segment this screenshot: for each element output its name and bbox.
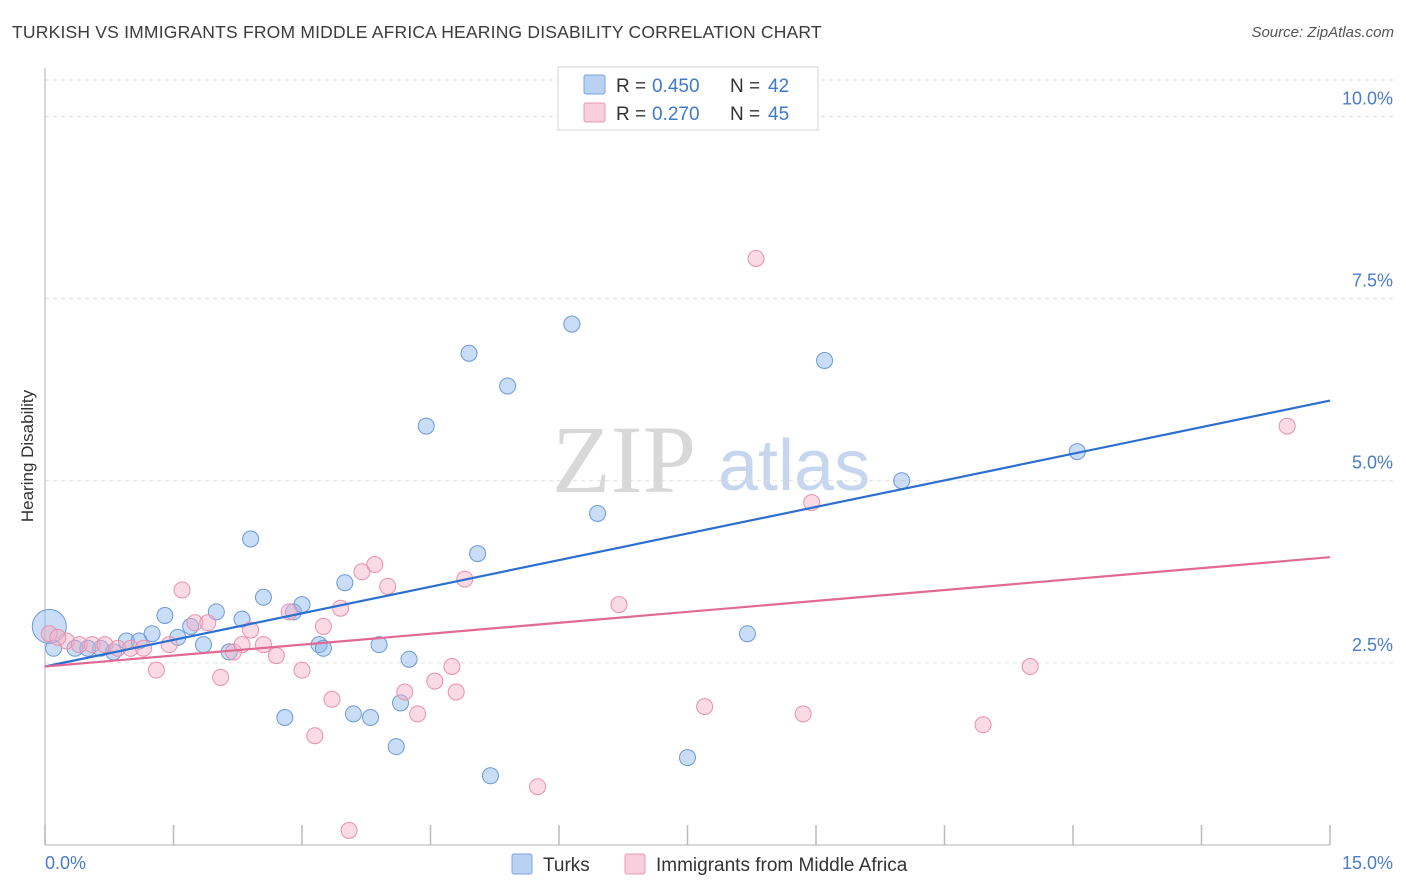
- point-middle-africa: [57, 632, 75, 650]
- point-middle-africa: [396, 683, 414, 701]
- y-tick-label: 7.5%: [1352, 271, 1393, 291]
- bottom-legend-label-turks: Turks: [543, 855, 590, 876]
- x-tick-label-max: 15.0%: [1342, 853, 1393, 873]
- point-turks: [392, 694, 410, 712]
- stats-legend: R = 0.450 N = 42 R = 0.270 N = 45: [557, 66, 819, 131]
- point-turks: [738, 625, 756, 643]
- point-turks: [344, 705, 362, 723]
- watermark-atlas: atlas: [718, 426, 870, 506]
- point-turks: [417, 417, 435, 435]
- point-middle-africa: [340, 821, 358, 839]
- chart-title: TURKISH VS IMMIGRANTS FROM MIDDLE AFRICA…: [12, 22, 822, 42]
- point-middle-africa: [314, 617, 332, 635]
- point-middle-africa: [173, 581, 191, 599]
- point-middle-africa: [83, 636, 101, 654]
- point-middle-africa: [443, 658, 461, 675]
- point-middle-africa: [794, 705, 812, 723]
- point-turks: [254, 588, 272, 606]
- y-tick-label: 5.0%: [1352, 453, 1393, 473]
- y-axis-title: Hearing Disability: [18, 389, 37, 522]
- point-middle-africa: [426, 672, 444, 690]
- legend-n-label-1: N =: [730, 76, 760, 97]
- trend-line-turks: [44, 399, 1331, 668]
- point-turks: [893, 472, 911, 490]
- point-turks: [362, 709, 380, 726]
- point-turks: [143, 625, 161, 643]
- legend-r-value-2: 0.270: [652, 104, 700, 125]
- y-tick-label: 2.5%: [1352, 635, 1393, 655]
- legend-n-value-1: 42: [768, 76, 789, 97]
- point-middle-africa: [40, 625, 58, 643]
- point-middle-africa: [267, 647, 285, 665]
- point-middle-africa: [332, 599, 350, 617]
- legend-r-value-1: 0.450: [652, 76, 700, 97]
- point-turks: [679, 749, 696, 767]
- legend-n-label-2: N =: [730, 104, 760, 125]
- point-middle-africa: [49, 628, 67, 646]
- point-middle-africa: [747, 250, 765, 267]
- point-turks: [589, 505, 607, 522]
- legend-swatch-turks: [583, 74, 606, 95]
- point-middle-africa: [254, 636, 272, 654]
- point-middle-africa: [696, 698, 714, 716]
- point-middle-africa: [199, 614, 217, 632]
- point-turks: [460, 344, 478, 362]
- legend-n-value-2: 45: [768, 104, 789, 125]
- source-credit: Source: ZipAtlas.com: [1251, 24, 1394, 41]
- point-turks: [400, 650, 418, 668]
- point-middle-africa: [70, 636, 88, 654]
- x-tick-label-min: 0.0%: [45, 853, 86, 873]
- legend-swatch-middle-africa: [583, 102, 606, 123]
- point-middle-africa: [96, 636, 114, 654]
- bottom-legend-label-middle-africa: Immigrants from Middle Africa: [656, 855, 908, 876]
- point-middle-africa: [242, 621, 260, 639]
- bottom-legend-swatch-turks: [511, 853, 533, 875]
- point-middle-africa: [306, 727, 324, 745]
- point-middle-africa: [447, 683, 465, 701]
- point-middle-africa: [293, 661, 311, 679]
- trend-lines: [44, 399, 1331, 668]
- point-middle-africa: [366, 556, 384, 573]
- point-turks: [499, 377, 517, 395]
- point-turks: [314, 639, 332, 657]
- point-middle-africa: [212, 668, 230, 686]
- point-turks: [276, 709, 294, 726]
- bottom-legend-swatch-middle-africa: [624, 853, 646, 875]
- series-legend: Turks Immigrants from Middle Africa: [511, 853, 908, 876]
- point-middle-africa: [529, 778, 547, 796]
- point-turks: [242, 530, 260, 548]
- point-turks: [387, 738, 405, 756]
- point-turks: [370, 636, 388, 654]
- point-middle-africa: [409, 705, 427, 723]
- axes: 0.0% 15.0%: [44, 68, 1393, 873]
- legend-r-label-1: R =: [616, 76, 646, 97]
- point-middle-africa: [147, 661, 165, 679]
- point-turks: [816, 352, 834, 369]
- point-turks: [156, 607, 174, 624]
- point-middle-africa: [1021, 658, 1039, 675]
- point-middle-africa: [323, 690, 341, 708]
- legend-r-label-2: R =: [616, 104, 646, 125]
- point-middle-africa: [1278, 417, 1296, 435]
- point-turks: [563, 315, 581, 333]
- y-tick-label: 10.0%: [1342, 88, 1393, 108]
- point-middle-africa: [974, 716, 992, 734]
- point-middle-africa: [186, 614, 204, 632]
- point-turks: [336, 574, 354, 592]
- trend-line-middle-africa: [44, 556, 1331, 668]
- point-turks: [481, 767, 499, 785]
- point-middle-africa: [379, 577, 397, 595]
- point-middle-africa: [353, 563, 371, 581]
- watermark-zip: ZIP: [552, 406, 696, 513]
- point-turks: [194, 636, 212, 654]
- gridlines: 2.5% 5.0% 7.5% 10.0%: [45, 79, 1393, 664]
- data-points: [31, 250, 1296, 839]
- point-turks: [469, 545, 487, 563]
- point-turks: [31, 608, 67, 644]
- point-middle-africa: [610, 596, 628, 614]
